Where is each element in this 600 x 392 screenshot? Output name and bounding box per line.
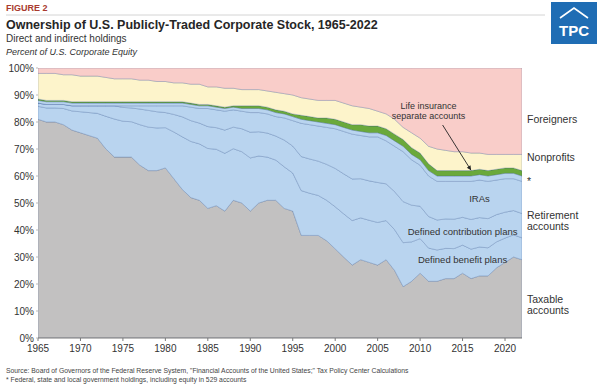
x-tick: [462, 338, 463, 341]
x-tick: [250, 338, 251, 341]
text-line: Nonprofits: [527, 151, 575, 163]
x-tick: [420, 338, 421, 341]
series-label: Foreigners: [527, 113, 577, 125]
text-line: Life insurance: [401, 101, 457, 111]
x-tick: [505, 338, 506, 341]
y-tick-label: 60%: [14, 171, 34, 182]
x-axis-line: [38, 338, 522, 339]
y-tick: [36, 122, 38, 123]
x-tick: [377, 338, 378, 341]
series-label: Nonprofits: [527, 151, 575, 163]
x-tick: [292, 338, 293, 341]
y-tick-label: 100%: [8, 63, 34, 74]
x-tick-label: 2010: [409, 343, 432, 354]
series-label: Defined contribution plans: [408, 226, 518, 237]
y-tick: [36, 311, 38, 312]
y-tick-label: 30%: [14, 252, 34, 263]
x-tick-label: 1970: [69, 343, 92, 354]
y-tick-label: 40%: [14, 225, 34, 236]
annotation-arrowhead: [467, 165, 471, 170]
series-label: IRAs: [469, 193, 490, 204]
annotation-arrow: [443, 125, 471, 170]
x-tick-label: 2000: [324, 343, 347, 354]
x-tick: [80, 338, 81, 341]
logo: TPC: [551, 2, 597, 44]
footnote: * Federal, state and local government ho…: [6, 376, 247, 384]
y-tick: [36, 338, 38, 339]
logo-text: TPC: [559, 22, 589, 39]
text-line: accounts: [527, 220, 569, 232]
x-tick-label: 2020: [494, 343, 517, 354]
title: Ownership of U.S. Publicly-Traded Corpor…: [6, 18, 378, 32]
area-series: [38, 68, 522, 154]
x-tick-label: 2015: [451, 343, 474, 354]
source-note: Source: Board of Governors of the Federa…: [6, 367, 409, 375]
x-tick: [165, 338, 166, 341]
series-label: Taxableaccounts: [527, 293, 569, 317]
y-tick-label: 50%: [14, 198, 34, 209]
text-line: *: [527, 175, 531, 187]
x-tick-label: 1965: [27, 343, 50, 354]
header-rule: [6, 15, 545, 16]
x-tick-label: 1975: [112, 343, 135, 354]
y-tick: [36, 284, 38, 285]
x-tick-label: 1980: [154, 343, 177, 354]
figure-label: FIGURE 2: [6, 3, 48, 13]
text-line: accounts: [527, 304, 569, 316]
text-line: Taxable: [527, 293, 563, 305]
subtitle: Direct and indirect holdings: [6, 33, 127, 44]
y-tick-label: 0%: [20, 333, 35, 344]
y-tick: [36, 203, 38, 204]
y-tick: [36, 257, 38, 258]
x-tick: [122, 338, 123, 341]
logo-icon: [560, 8, 588, 18]
x-tick-label: 1990: [239, 343, 262, 354]
series-label: Defined benefit plans: [418, 254, 508, 265]
text-line: Retirement: [527, 209, 578, 221]
x-tick-label: 1995: [282, 343, 305, 354]
y-tick: [36, 95, 38, 96]
x-tick: [335, 338, 336, 341]
chart-root: FIGURE 2 Ownership of U.S. Publicly-Trade…: [0, 0, 600, 392]
y-tick-label: 70%: [14, 144, 34, 155]
y-tick-label: 90%: [14, 90, 34, 101]
series-label: Retirementaccounts: [527, 209, 578, 233]
x-tick-label: 2005: [367, 343, 390, 354]
y-tick: [36, 176, 38, 177]
y-tick: [36, 68, 38, 69]
y-tick-label: 20%: [14, 279, 34, 290]
y-tick-label: 10%: [14, 306, 34, 317]
series-label: *: [527, 175, 531, 187]
x-tick: [207, 338, 208, 341]
x-tick-label: 1985: [197, 343, 220, 354]
plot-area: [38, 68, 522, 338]
y-tick: [36, 230, 38, 231]
y-tick: [36, 149, 38, 150]
logo-box: [551, 2, 597, 44]
y-tick-label: 80%: [14, 117, 34, 128]
text-line: Foreigners: [527, 113, 577, 125]
y-axis-label: Percent of U.S. Corporate Equity: [6, 47, 138, 57]
series-label: Life insuranceseparate accounts: [392, 101, 466, 121]
text-line: separate accounts: [392, 111, 466, 121]
